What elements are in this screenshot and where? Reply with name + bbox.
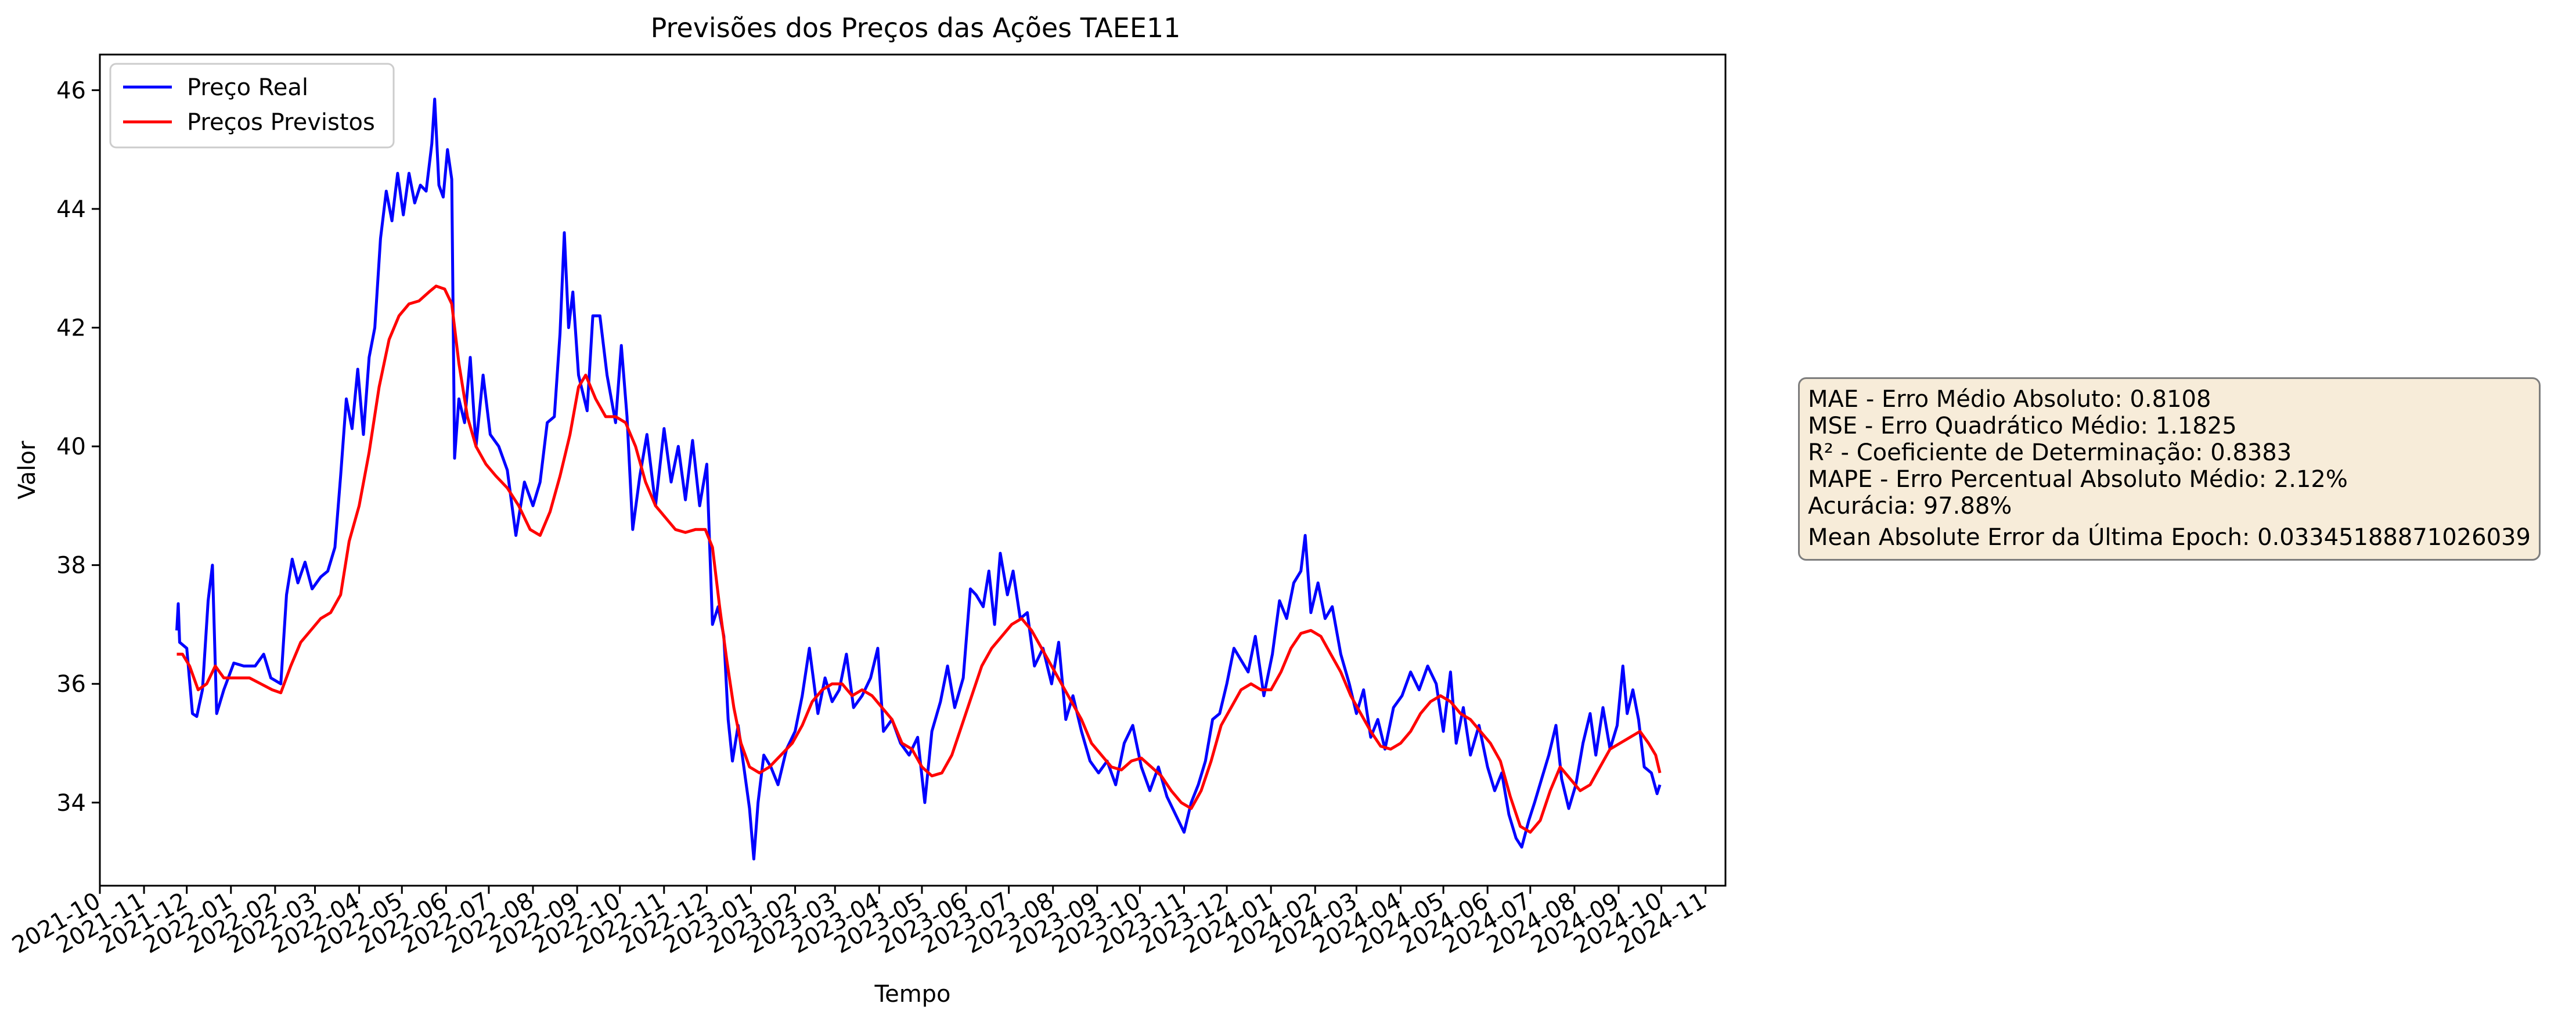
y-axis-label: Valor — [14, 441, 41, 499]
y-tick-label: 34 — [56, 790, 86, 817]
metric-mse: MSE - Erro Quadrático Médio: 1.1825 — [1808, 413, 2237, 439]
metrics-box: MAE - Erro Médio Absoluto: 0.8108 MSE - … — [1798, 377, 2541, 561]
plot-frame — [99, 53, 1727, 887]
y-axis: 34 36 38 40 42 44 46 — [56, 77, 100, 817]
y-tick-label: 40 — [56, 434, 86, 460]
x-axis: 2021-102021-112021-122022-012022-022022-… — [8, 886, 1711, 959]
y-tick-label: 38 — [56, 553, 86, 579]
series-line-precos-previstos — [176, 284, 1662, 834]
chart-title: Previsões dos Preços das Ações TAEE11 — [651, 12, 1181, 44]
metric-mae: MAE - Erro Médio Absoluto: 0.8108 — [1808, 386, 2211, 413]
y-tick-label: 36 — [56, 671, 86, 698]
legend: Preço Real Preços Previstos — [109, 63, 395, 149]
legend-frame — [109, 63, 395, 149]
series-layer — [175, 98, 1662, 861]
x-axis-label: Tempo — [874, 981, 950, 1008]
legend-label-real: Preço Real — [187, 74, 308, 101]
metric-last-epoch-mae: Mean Absolute Error da Última Epoch: 0.0… — [1808, 524, 2531, 551]
y-tick-label: 44 — [56, 196, 86, 223]
legend-label-predicted: Preços Previstos — [187, 109, 375, 136]
metric-mape: MAPE - Erro Percentual Absoluto Médio: 2… — [1808, 466, 2348, 493]
y-tick-label: 46 — [56, 77, 86, 104]
y-tick-label: 42 — [56, 315, 86, 342]
metric-accuracy: Acurácia: 97.88% — [1808, 493, 2012, 519]
series-line-preco-real — [175, 98, 1662, 861]
metric-r2: R² - Coeficiente de Determinação: 0.8383 — [1808, 439, 2292, 466]
